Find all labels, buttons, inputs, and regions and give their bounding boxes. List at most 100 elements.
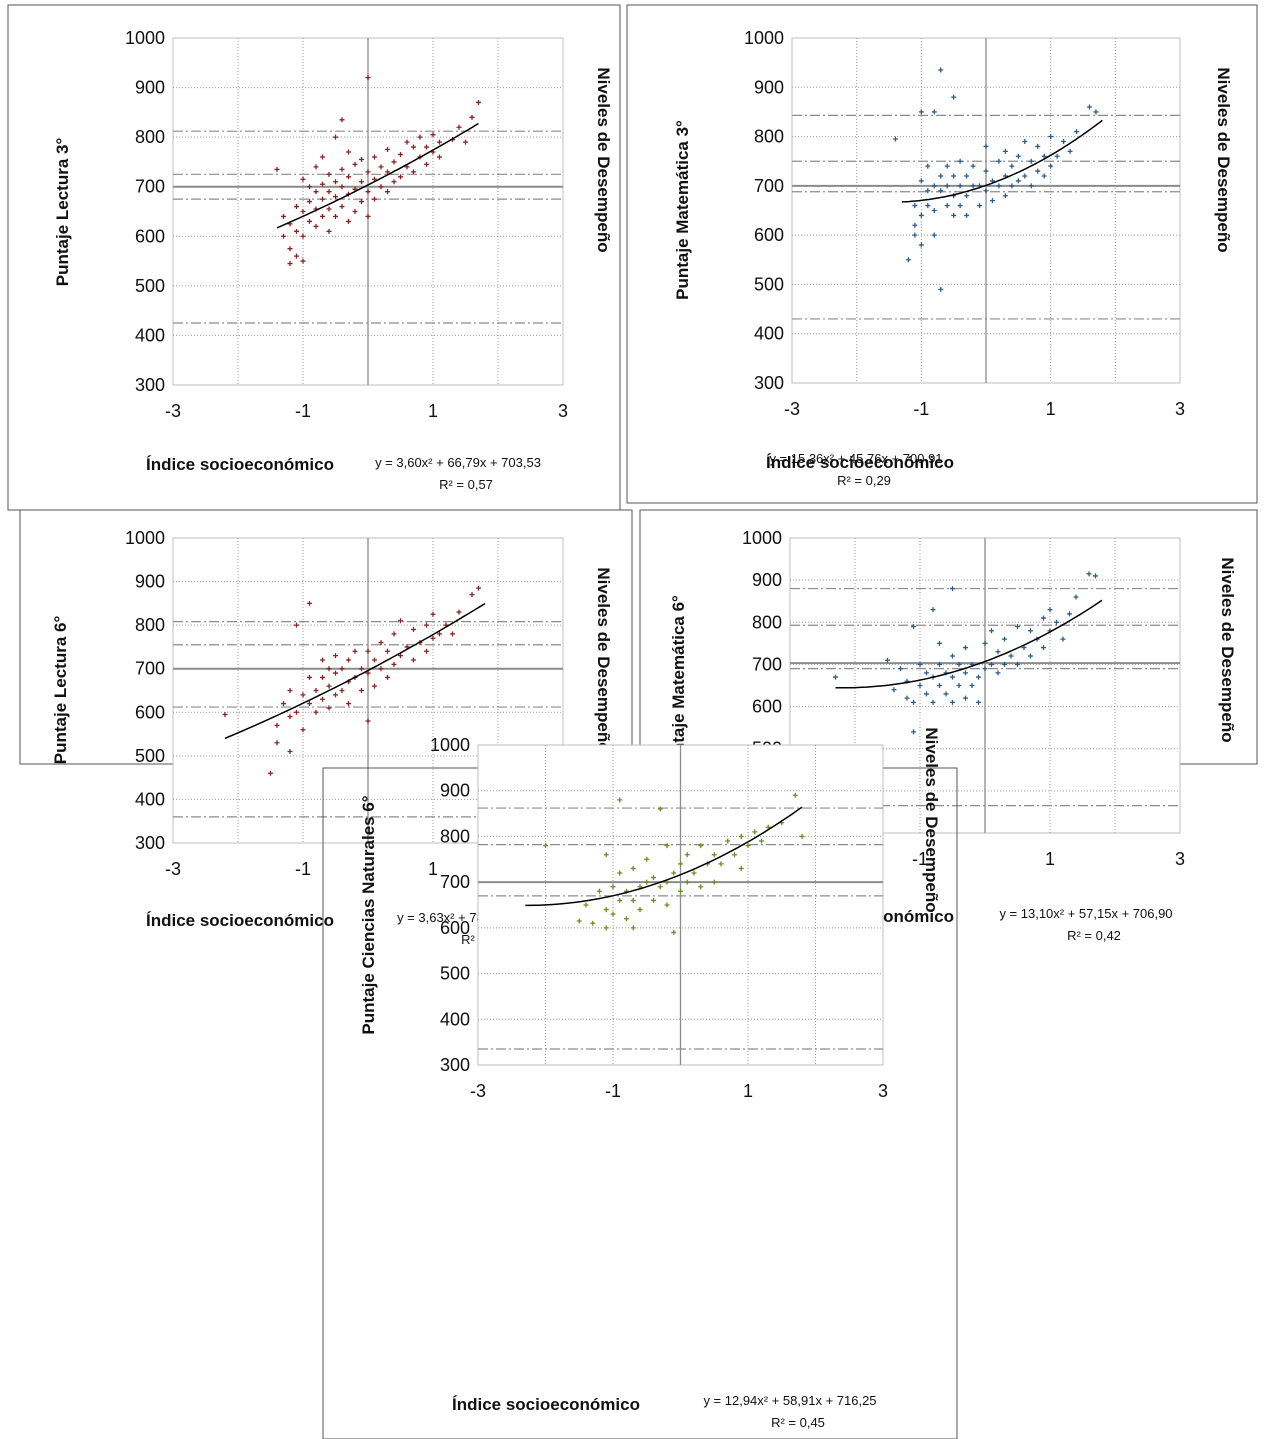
data-point xyxy=(300,209,306,214)
data-point xyxy=(365,75,371,81)
chart-panel-1: 300 400 500 600 700 800 900 1000 -3 -1 1 3 Puntaje L… xyxy=(7,4,621,511)
data-point xyxy=(326,228,332,234)
data-point xyxy=(352,648,358,654)
data-point xyxy=(424,161,429,167)
data-point xyxy=(964,173,970,179)
data-point xyxy=(904,695,910,701)
panel-border xyxy=(626,4,1258,504)
data-point xyxy=(1015,624,1020,629)
data-point xyxy=(950,699,955,705)
data-point xyxy=(411,144,416,150)
data-point xyxy=(624,916,629,922)
data-point xyxy=(1002,148,1008,154)
x-axis-title: Índice socioeconómico xyxy=(766,453,954,472)
data-point xyxy=(333,653,338,659)
data-point xyxy=(365,648,371,654)
data-point xyxy=(1093,109,1099,115)
data-point xyxy=(963,645,968,651)
data-point xyxy=(630,865,636,871)
data-point xyxy=(912,203,918,209)
data-point xyxy=(1028,628,1033,634)
data-point xyxy=(964,212,970,218)
data-point xyxy=(671,870,677,876)
data-point xyxy=(617,797,623,803)
data-point xyxy=(287,714,293,720)
data-point xyxy=(320,674,325,680)
data-point xyxy=(617,897,623,903)
data-point xyxy=(307,600,312,606)
data-point xyxy=(326,666,332,672)
x-tick-label: -3 xyxy=(470,1081,486,1101)
data-point xyxy=(391,661,397,667)
data-point xyxy=(610,911,616,917)
data-point xyxy=(630,925,636,931)
y-tick-label: 900 xyxy=(135,572,165,592)
y-tick-label: 300 xyxy=(440,1055,470,1075)
data-point xyxy=(950,653,955,659)
data-point xyxy=(983,143,989,149)
y-tick-label: 900 xyxy=(135,78,165,98)
data-point xyxy=(898,666,903,672)
data-point xyxy=(346,218,351,224)
data-point xyxy=(339,204,345,210)
data-point xyxy=(678,861,683,867)
y-tick-label: 400 xyxy=(135,325,165,345)
data-point xyxy=(411,657,416,663)
data-point xyxy=(424,648,429,654)
r-squared-label: R² = 0,45 xyxy=(771,1415,825,1430)
y-tick-label: 700 xyxy=(754,176,784,196)
x-tick-label: 3 xyxy=(558,401,568,421)
y-tick-label: 400 xyxy=(754,324,784,344)
data-point xyxy=(938,188,944,194)
y-tick-label: 1000 xyxy=(744,28,784,48)
data-point xyxy=(320,696,325,702)
trendline xyxy=(901,119,1103,203)
data-point xyxy=(372,196,377,202)
data-point xyxy=(957,203,963,209)
data-point xyxy=(274,166,280,172)
x-tick-label: 1 xyxy=(428,401,438,421)
r-squared-label: R² = 0,42 xyxy=(1067,928,1121,943)
data-point xyxy=(1061,139,1067,144)
y-axis-title: Puntaje Ciencias Naturales 6° xyxy=(359,795,378,1034)
data-point xyxy=(1002,661,1007,667)
data-point xyxy=(365,718,371,724)
data-point xyxy=(456,609,462,615)
data-point xyxy=(281,213,286,219)
data-point xyxy=(917,661,923,667)
data-point xyxy=(326,189,332,195)
data-point xyxy=(287,688,293,693)
data-point xyxy=(597,888,602,894)
data-point xyxy=(644,879,650,885)
data-point xyxy=(333,194,338,200)
data-point xyxy=(657,806,663,812)
r-squared-label: R² = 0,29 xyxy=(837,473,891,488)
data-point xyxy=(339,166,345,172)
data-point xyxy=(320,196,325,202)
y-tick-label: 1000 xyxy=(125,528,165,548)
data-point xyxy=(437,154,442,160)
data-point xyxy=(424,144,429,150)
data-point xyxy=(951,173,957,179)
y-tick-label: 300 xyxy=(135,833,165,853)
data-point xyxy=(937,661,942,667)
data-point xyxy=(274,722,280,728)
data-point xyxy=(365,670,371,676)
data-point xyxy=(925,203,931,209)
data-point xyxy=(437,139,442,145)
data-point xyxy=(1002,636,1007,642)
data-point xyxy=(1067,611,1072,617)
data-point xyxy=(956,683,962,688)
data-point xyxy=(1015,661,1020,667)
data-point xyxy=(378,666,384,672)
data-point xyxy=(1054,619,1059,625)
data-point xyxy=(752,829,758,835)
data-point xyxy=(463,139,468,145)
data-point xyxy=(313,688,319,693)
x-tick-label: 3 xyxy=(1175,399,1185,419)
data-point xyxy=(543,843,548,849)
data-point xyxy=(983,168,989,174)
data-point xyxy=(268,770,273,776)
chart-panel-2: 300 400 500 600 700 800 900 1000 -3 -1 1 3 Puntaje M… xyxy=(626,4,1258,504)
data-point xyxy=(320,213,325,219)
